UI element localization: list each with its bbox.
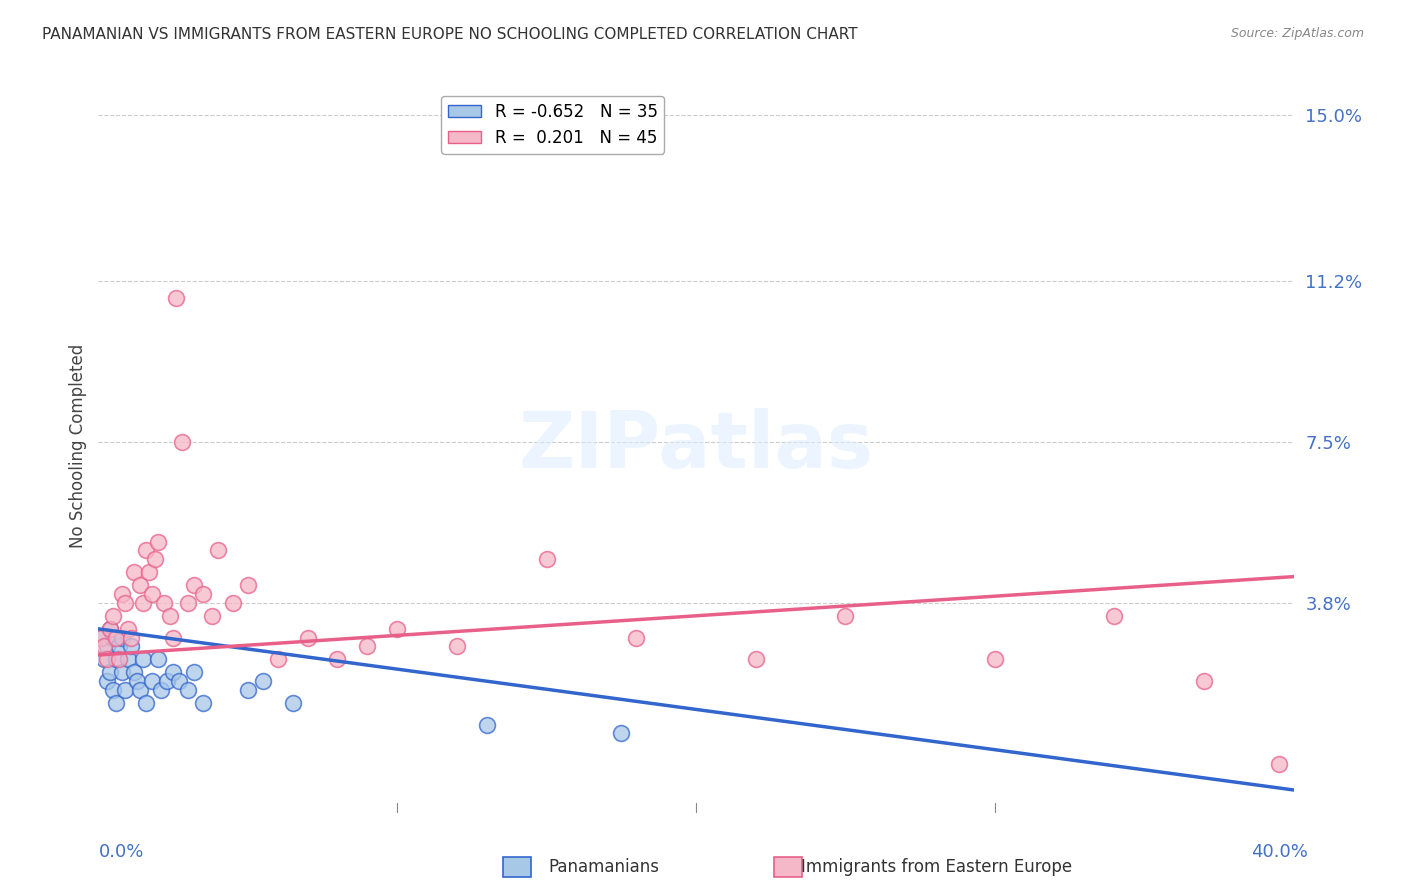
Point: [236, 578, 259, 592]
Point: [385, 622, 409, 636]
Point: [90, 631, 112, 645]
Point: [183, 665, 205, 680]
Point: [177, 596, 200, 610]
Point: [93, 652, 115, 666]
Text: Source: ZipAtlas.com: Source: ZipAtlas.com: [1230, 27, 1364, 40]
Text: 40.0%: 40.0%: [1251, 843, 1308, 861]
Point: [124, 665, 146, 680]
Point: [252, 674, 274, 689]
Point: [108, 652, 131, 666]
Point: [297, 631, 319, 645]
Text: 0.0%: 0.0%: [98, 843, 143, 861]
Point: [167, 674, 190, 689]
Point: [98, 622, 122, 636]
Point: [162, 631, 184, 645]
Text: PANAMANIAN VS IMMIGRANTS FROM EASTERN EUROPE NO SCHOOLING COMPLETED CORRELATION : PANAMANIAN VS IMMIGRANTS FROM EASTERN EU…: [42, 27, 858, 42]
Point: [191, 587, 214, 601]
Point: [114, 596, 136, 610]
Point: [183, 578, 205, 592]
Point: [159, 608, 181, 623]
Point: [626, 631, 648, 645]
Point: [105, 696, 128, 710]
Point: [117, 652, 139, 666]
Point: [475, 717, 498, 731]
Point: [114, 682, 136, 697]
Point: [105, 631, 128, 645]
Point: [610, 726, 633, 740]
Point: [156, 674, 179, 689]
Point: [143, 552, 166, 566]
Text: ZIPatlas: ZIPatlas: [519, 408, 873, 484]
Point: [141, 674, 163, 689]
Point: [745, 652, 768, 666]
Point: [105, 652, 128, 666]
Point: [96, 674, 118, 689]
Point: [127, 674, 149, 689]
Point: [103, 631, 125, 645]
Point: [135, 543, 157, 558]
Point: [90, 631, 112, 645]
Point: [984, 652, 1007, 666]
Point: [129, 682, 152, 697]
Point: [148, 534, 170, 549]
Point: [446, 640, 468, 654]
Point: [96, 652, 118, 666]
Point: [120, 640, 142, 654]
Point: [326, 652, 349, 666]
Point: [222, 596, 245, 610]
Point: [281, 696, 304, 710]
Point: [111, 587, 134, 601]
Point: [148, 652, 170, 666]
Point: [236, 682, 259, 697]
Point: [135, 696, 157, 710]
Point: [153, 596, 176, 610]
Point: [132, 652, 155, 666]
Bar: [503, 857, 531, 877]
Text: Panamanians: Panamanians: [548, 858, 659, 876]
Point: [132, 596, 155, 610]
Point: [172, 434, 194, 449]
Point: [96, 640, 118, 654]
Point: [1267, 756, 1289, 771]
Point: [111, 665, 134, 680]
Point: [834, 608, 856, 623]
Point: [162, 665, 184, 680]
Point: [117, 622, 139, 636]
Bar: [775, 857, 803, 877]
Point: [98, 665, 122, 680]
Point: [177, 682, 200, 697]
Point: [108, 640, 131, 654]
Point: [267, 652, 290, 666]
Point: [165, 291, 187, 305]
Point: [124, 566, 146, 580]
Text: Immigrants from Eastern Europe: Immigrants from Eastern Europe: [801, 858, 1073, 876]
Point: [93, 640, 115, 654]
Y-axis label: No Schooling Completed: No Schooling Completed: [69, 344, 87, 548]
Point: [138, 566, 160, 580]
Legend: R = -0.652   N = 35, R =  0.201   N = 45: R = -0.652 N = 35, R = 0.201 N = 45: [441, 96, 665, 153]
Point: [536, 552, 558, 566]
Point: [207, 543, 229, 558]
Point: [103, 608, 125, 623]
Point: [191, 696, 214, 710]
Point: [1192, 674, 1215, 689]
Point: [98, 622, 122, 636]
Point: [129, 578, 152, 592]
Point: [356, 640, 378, 654]
Point: [120, 631, 142, 645]
Point: [103, 682, 125, 697]
Point: [201, 608, 224, 623]
Point: [1104, 608, 1126, 623]
Point: [141, 587, 163, 601]
Point: [111, 631, 134, 645]
Point: [150, 682, 173, 697]
